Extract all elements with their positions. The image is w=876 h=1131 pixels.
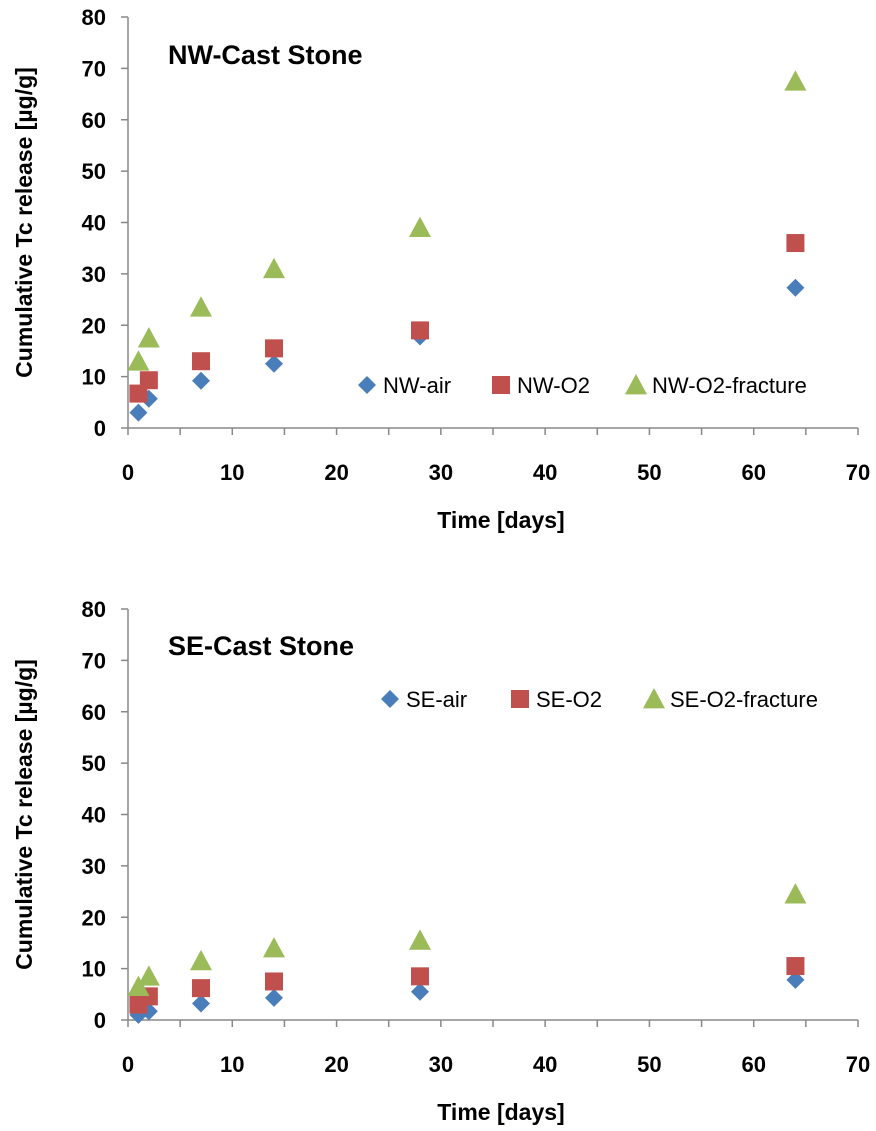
- data-point: [192, 352, 210, 371]
- y-tick-label: 0: [94, 416, 106, 441]
- y-tick-label: 70: [82, 56, 106, 81]
- data-point: [263, 257, 285, 279]
- x-tick-label: 50: [637, 460, 661, 485]
- legend-marker-se-o2-fracture: [643, 688, 665, 709]
- x-tick-label: 30: [429, 1052, 453, 1077]
- y-tick-label: 10: [82, 957, 106, 982]
- chart-se-cast-stone: 0 10 20 30 40 50 60 70 80 0 10 20 30 40 50 60 70 Time [da…: [11, 597, 870, 1125]
- y-tick-label: 60: [82, 108, 106, 133]
- data-point: [411, 982, 429, 1001]
- data-point: [411, 321, 429, 340]
- series-se-air: [129, 970, 805, 1024]
- y-axis-title: Cumulative Tc release [µg/g]: [11, 659, 37, 970]
- x-tick-label: 30: [429, 460, 453, 485]
- data-point: [265, 988, 283, 1007]
- data-point: [786, 278, 805, 297]
- y-tick-label: 80: [82, 597, 106, 622]
- y-tick-label: 30: [82, 262, 106, 287]
- legend-marker-se-air: [381, 690, 399, 708]
- legend-label: SE-O2: [536, 687, 602, 712]
- y-tick-label: 40: [82, 803, 106, 828]
- data-point: [127, 350, 150, 371]
- series-se-o2-fracture: [127, 883, 807, 996]
- x-tick-label: 70: [846, 460, 870, 485]
- x-tick-label: 40: [533, 460, 557, 485]
- data-point: [409, 929, 431, 950]
- legend-marker-nw-air: [358, 376, 376, 394]
- series-nw-o2-fracture: [127, 70, 807, 371]
- x-tick-label: 70: [846, 1052, 870, 1077]
- data-point: [786, 970, 805, 989]
- y-tick-label: 0: [94, 1008, 106, 1033]
- x-tick-label: 20: [324, 1052, 348, 1077]
- y-tick-label: 30: [82, 854, 106, 879]
- data-point: [129, 403, 148, 422]
- data-point: [137, 327, 160, 348]
- data-point: [786, 234, 805, 253]
- chart-title: SE-Cast Stone: [168, 631, 354, 661]
- x-tick-label: 10: [220, 460, 244, 485]
- data-point: [192, 979, 210, 998]
- data-point: [127, 975, 150, 996]
- legend-label: NW-O2-fracture: [652, 373, 807, 398]
- y-tick-label: 60: [82, 700, 106, 725]
- legend-label: NW-air: [383, 373, 451, 398]
- x-tick-label: 10: [220, 1052, 244, 1077]
- y-axis-title: Cumulative Tc release [µg/g]: [11, 67, 37, 378]
- x-axis-title: Time [days]: [437, 507, 564, 533]
- y-tick-label: 20: [82, 905, 106, 930]
- data-point: [411, 967, 429, 986]
- data-point: [263, 937, 285, 958]
- data-point: [786, 957, 805, 976]
- legend-label: NW-O2: [517, 373, 590, 398]
- chart-panel-nw: 0 10 20 30 40 50 60 70 80 0 10 20 30 40 50 60 70 Time [da…: [0, 0, 876, 563]
- data-point: [192, 371, 210, 390]
- y-tick-label: 50: [82, 751, 106, 776]
- series-nw-air: [129, 278, 805, 422]
- x-tick-label: 0: [122, 1052, 134, 1077]
- legend-label: SE-O2-fracture: [670, 687, 818, 712]
- data-point: [190, 296, 212, 317]
- x-tick-label: 0: [122, 460, 134, 485]
- chart-panel-se: 0 10 20 30 40 50 60 70 80 0 10 20 30 40 50 60 70 Time [da…: [0, 563, 876, 1126]
- y-tick-label: 40: [82, 211, 106, 236]
- y-tick-label: 50: [82, 159, 106, 184]
- x-tick-label: 20: [324, 460, 348, 485]
- legend: NW-air NW-O2 NW-O2-fracture: [358, 373, 807, 398]
- series-se-o2: [129, 957, 805, 1014]
- x-tick-label: 40: [533, 1052, 557, 1077]
- y-tick-label: 80: [82, 5, 106, 30]
- data-point: [192, 994, 210, 1013]
- y-tick-label: 20: [82, 313, 106, 338]
- legend: SE-air SE-O2 SE-O2-fracture: [381, 687, 818, 712]
- chart-nw-cast-stone: 0 10 20 30 40 50 60 70 80 0 10 20 30 40 50 60 70 Time [da…: [11, 5, 870, 533]
- series-nw-o2: [129, 234, 805, 403]
- data-point: [139, 371, 158, 390]
- data-point: [409, 216, 431, 237]
- x-axis-title: Time [days]: [437, 1099, 564, 1125]
- legend-label: SE-air: [406, 687, 467, 712]
- y-tick-label: 70: [82, 648, 106, 673]
- x-tick-label: 60: [741, 460, 765, 485]
- data-point: [190, 949, 212, 971]
- chart-title: NW-Cast Stone: [168, 40, 362, 70]
- x-tick-label: 50: [637, 1052, 661, 1077]
- data-point: [784, 70, 807, 91]
- data-point: [265, 972, 283, 991]
- legend-marker-nw-o2: [492, 376, 510, 394]
- data-point: [265, 354, 283, 373]
- data-point: [784, 883, 807, 904]
- data-point: [265, 339, 283, 358]
- legend-marker-nw-o2-fracture: [625, 374, 647, 395]
- data-point: [137, 965, 160, 986]
- y-tick-label: 10: [82, 365, 106, 390]
- legend-marker-se-o2: [511, 690, 529, 708]
- x-tick-label: 60: [741, 1052, 765, 1077]
